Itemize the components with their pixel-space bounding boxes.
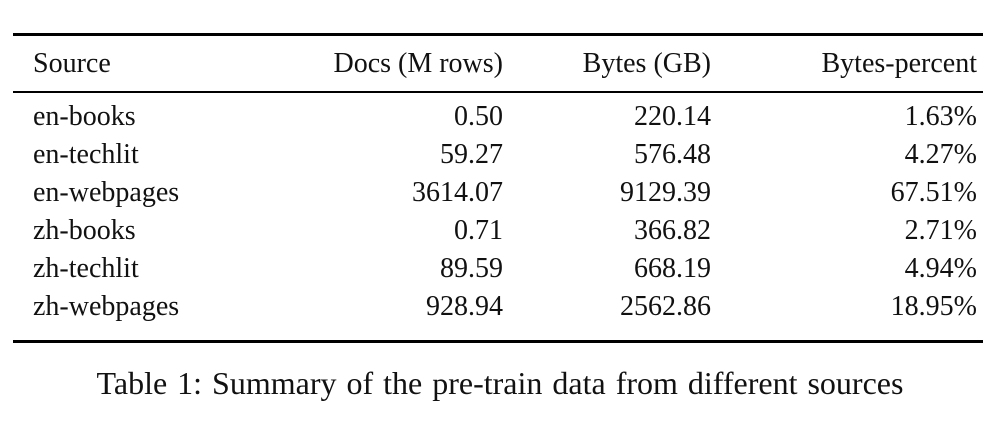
column-header-docs: Docs (M rows) <box>333 48 503 79</box>
cell-docs: 0.50 <box>454 101 503 132</box>
cell-docs: 928.94 <box>426 291 503 322</box>
cell-bytes: 668.19 <box>634 253 711 284</box>
cell-bytes: 220.14 <box>634 101 711 132</box>
cell-source: en-techlit <box>33 139 139 170</box>
table-row: zh-books 0.71 366.82 2.71% <box>13 212 983 250</box>
cell-source: en-books <box>33 101 136 132</box>
table-row: zh-webpages 928.94 2562.86 18.95% <box>13 288 983 342</box>
table-row: en-books 0.50 220.14 1.63% <box>13 92 983 136</box>
table-row: zh-techlit 89.59 668.19 4.94% <box>13 250 983 288</box>
table-header-row: Source Docs (M rows) Bytes (GB) Bytes-pe… <box>13 35 983 92</box>
cell-docs: 59.27 <box>440 139 503 170</box>
pretrain-data-table: Source Docs (M rows) Bytes (GB) Bytes-pe… <box>13 33 983 343</box>
cell-bytes-percent: 4.27% <box>904 139 977 170</box>
column-header-bytes: Bytes (GB) <box>582 48 711 79</box>
table-row: en-techlit 59.27 576.48 4.27% <box>13 136 983 174</box>
cell-source: zh-webpages <box>33 291 180 322</box>
cell-bytes: 9129.39 <box>620 177 711 208</box>
cell-source: zh-books <box>33 215 136 246</box>
cell-bytes: 366.82 <box>634 215 711 246</box>
cell-bytes-percent: 67.51% <box>890 177 977 208</box>
cell-source: en-webpages <box>33 177 180 208</box>
cell-docs: 89.59 <box>440 253 503 284</box>
cell-source: zh-techlit <box>33 253 139 284</box>
column-header-source: Source <box>33 48 111 79</box>
cell-docs: 0.71 <box>454 215 503 246</box>
cell-bytes-percent: 1.63% <box>904 101 977 132</box>
cell-docs: 3614.07 <box>412 177 503 208</box>
cell-bytes: 576.48 <box>634 139 711 170</box>
cell-bytes-percent: 2.71% <box>904 215 977 246</box>
cell-bytes-percent: 4.94% <box>904 253 977 284</box>
table-caption: Table 1: Summary of the pre-train data f… <box>96 365 904 401</box>
table-row: en-webpages 3614.07 9129.39 67.51% <box>13 174 983 212</box>
cell-bytes: 2562.86 <box>620 291 711 322</box>
cell-bytes-percent: 18.95% <box>890 291 977 322</box>
column-header-bytes-percent: Bytes-percent <box>821 48 978 79</box>
